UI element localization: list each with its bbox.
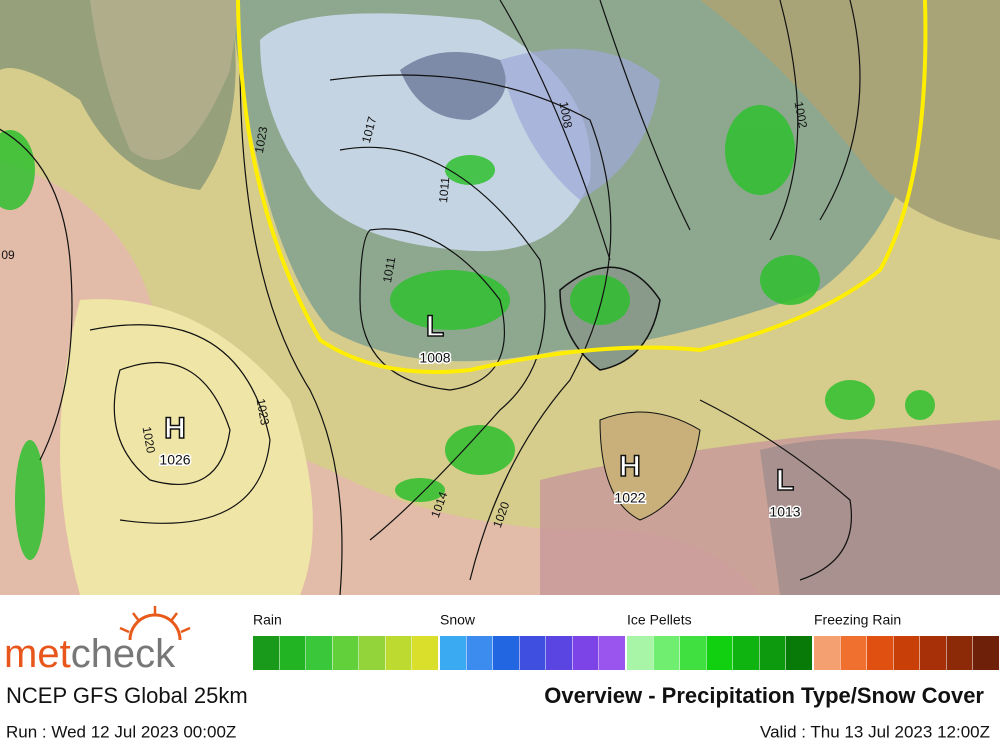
legend-swatch (920, 636, 946, 670)
logo: metcheck (4, 606, 191, 676)
isobar-label: 1020 (140, 425, 158, 454)
legend-swatch (627, 636, 653, 670)
legend-swatch (385, 636, 412, 670)
center-type: H (619, 450, 641, 483)
legend-swatch (332, 636, 359, 670)
isobar-label: 1008 (557, 100, 575, 129)
legend-swatch (519, 636, 546, 670)
legend-swatch (814, 636, 840, 670)
legend-swatch (786, 636, 812, 670)
legend-label: Rain (253, 612, 282, 628)
legend-swatch (466, 636, 493, 670)
footer-panel (0, 595, 1000, 749)
legend-swatch (946, 636, 973, 670)
legend-swatch (680, 636, 706, 670)
legend-label: Freezing Rain (814, 612, 901, 628)
legend-swatch (412, 636, 438, 670)
isobar-label: 1023 (254, 397, 272, 426)
legend-swatch (653, 636, 680, 670)
center-value: 1026 (159, 452, 190, 468)
logo-text: metcheck (4, 632, 176, 676)
legend: Rain Snow Ice Pellets Freezing Rain (253, 612, 999, 670)
isobar-label: 1023 (252, 125, 270, 154)
isobar-label: 09 (1, 248, 15, 262)
center-value: 1022 (614, 490, 645, 506)
legend-swatch (973, 636, 999, 670)
isobar-label: 1011 (436, 176, 452, 203)
legend-swatch (733, 636, 759, 670)
pressure-centers: L 1008 H 1026 H 1022 L 1013 (158, 309, 802, 521)
center-type: L (776, 464, 794, 497)
run-time: Run : Wed 12 Jul 2023 00:00Z (6, 722, 236, 741)
model-name: NCEP GFS Global 25km (6, 683, 248, 708)
center-value: 1013 (769, 504, 800, 520)
legend-swatch (306, 636, 332, 670)
isobar-label: 1002 (792, 100, 810, 129)
legend-swatch (359, 636, 385, 670)
legend-swatch (572, 636, 599, 670)
legend-label: Ice Pellets (627, 612, 692, 628)
legend-swatch (867, 636, 893, 670)
legend-swatch (279, 636, 306, 670)
map-title: Overview - Precipitation Type/Snow Cover (544, 683, 984, 708)
valid-time: Valid : Thu 13 Jul 2023 12:00Z (760, 722, 990, 741)
legend-swatch (759, 636, 786, 670)
isobar-label: 1017 (359, 115, 380, 145)
center-value: 1008 (419, 350, 450, 366)
legend-swatch (893, 636, 920, 670)
center-type: L (426, 310, 444, 343)
legend-swatch (706, 636, 733, 670)
legend-swatch (546, 636, 572, 670)
legend-swatch (493, 636, 519, 670)
isobar-label: 1011 (380, 256, 398, 284)
map (0, 0, 1000, 596)
legend-label: Snow (440, 612, 476, 628)
legend-swatch (253, 636, 279, 670)
center-type: H (164, 412, 186, 445)
legend-swatch (599, 636, 625, 670)
legend-swatch (440, 636, 466, 670)
legend-swatch (840, 636, 867, 670)
